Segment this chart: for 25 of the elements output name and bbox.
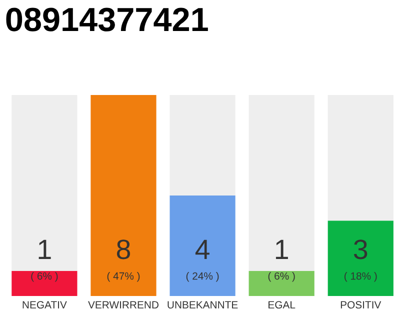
x-tick-label: UNBEKANNTE	[168, 301, 238, 309]
x-tick-label: NEGATIV	[22, 301, 67, 309]
data-label: 3	[354, 240, 368, 260]
annotation: ( 18% )	[344, 272, 377, 282]
data-label: 4	[195, 240, 210, 259]
chart-title: 08914377421	[6, 8, 208, 32]
bar	[328, 95, 394, 221]
annotation: ( 6% )	[31, 272, 58, 282]
bar	[12, 95, 78, 271]
bar	[248, 270, 314, 296]
x-tick-label: EGAL	[268, 301, 296, 309]
bar	[170, 95, 236, 196]
annotation: ( 47% )	[107, 272, 140, 282]
bar	[328, 220, 394, 296]
bar	[90, 95, 156, 296]
data-label: 1	[276, 240, 288, 259]
x-tick-label: POSITIV	[340, 301, 382, 309]
data-label: 8	[116, 240, 130, 260]
bar	[170, 196, 236, 296]
annotation: ( 6% )	[268, 272, 295, 282]
x-tick-label: VERWIRREND	[88, 301, 158, 308]
annotation: ( 24% )	[186, 272, 219, 282]
bar	[248, 95, 314, 271]
data-label: 1	[38, 240, 51, 259]
bar	[12, 270, 78, 296]
